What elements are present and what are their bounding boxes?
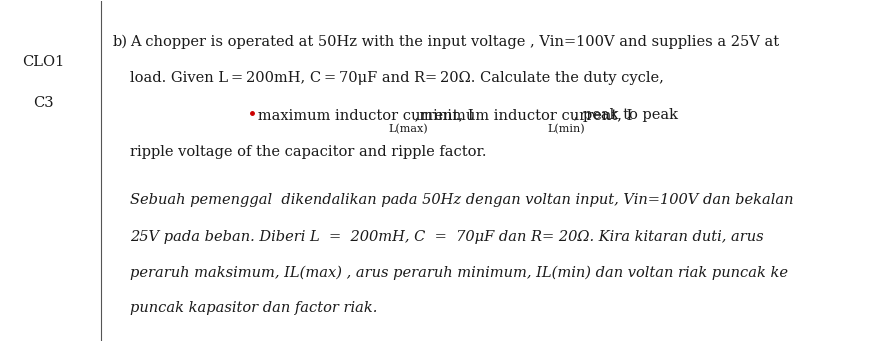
Text: ripple voltage of the capacitor and ripple factor.: ripple voltage of the capacitor and ripp… (131, 145, 487, 159)
Text: load. Given L = 200mH, C = 70μF and R= 20Ω. Calculate the duty cycle,: load. Given L = 200mH, C = 70μF and R= 2… (131, 71, 664, 85)
Text: ,minimum inductor current, I: ,minimum inductor current, I (410, 108, 632, 122)
Text: L(max): L(max) (388, 123, 428, 134)
Text: Sebuah pemenggal  dikendalikan pada 50Hz dengan voltan input, Vin=100V dan bekal: Sebuah pemenggal dikendalikan pada 50Hz … (131, 193, 794, 207)
Text: 25V pada beban. Diberi L  =  200mH, C  =  70μF dan R= 20Ω. Kira kitaran duti, ar: 25V pada beban. Diberi L = 200mH, C = 70… (131, 230, 764, 244)
Text: C3: C3 (33, 96, 54, 110)
Text: CLO1: CLO1 (23, 55, 65, 69)
Text: puncak kapasitor dan factor riak.: puncak kapasitor dan factor riak. (131, 301, 378, 315)
Text: A chopper is operated at 50Hz with the input voltage , Vin=100V and supplies a 2: A chopper is operated at 50Hz with the i… (131, 35, 780, 49)
Text: , peak to peak: , peak to peak (569, 108, 678, 122)
Text: maximum inductor current, I: maximum inductor current, I (255, 108, 473, 122)
Text: peraruh maksimum, IL(max) , arus peraruh minimum, IL(min) dan voltan riak puncak: peraruh maksimum, IL(max) , arus peraruh… (131, 266, 788, 280)
Text: L(min): L(min) (548, 123, 585, 134)
Text: b): b) (112, 35, 127, 49)
